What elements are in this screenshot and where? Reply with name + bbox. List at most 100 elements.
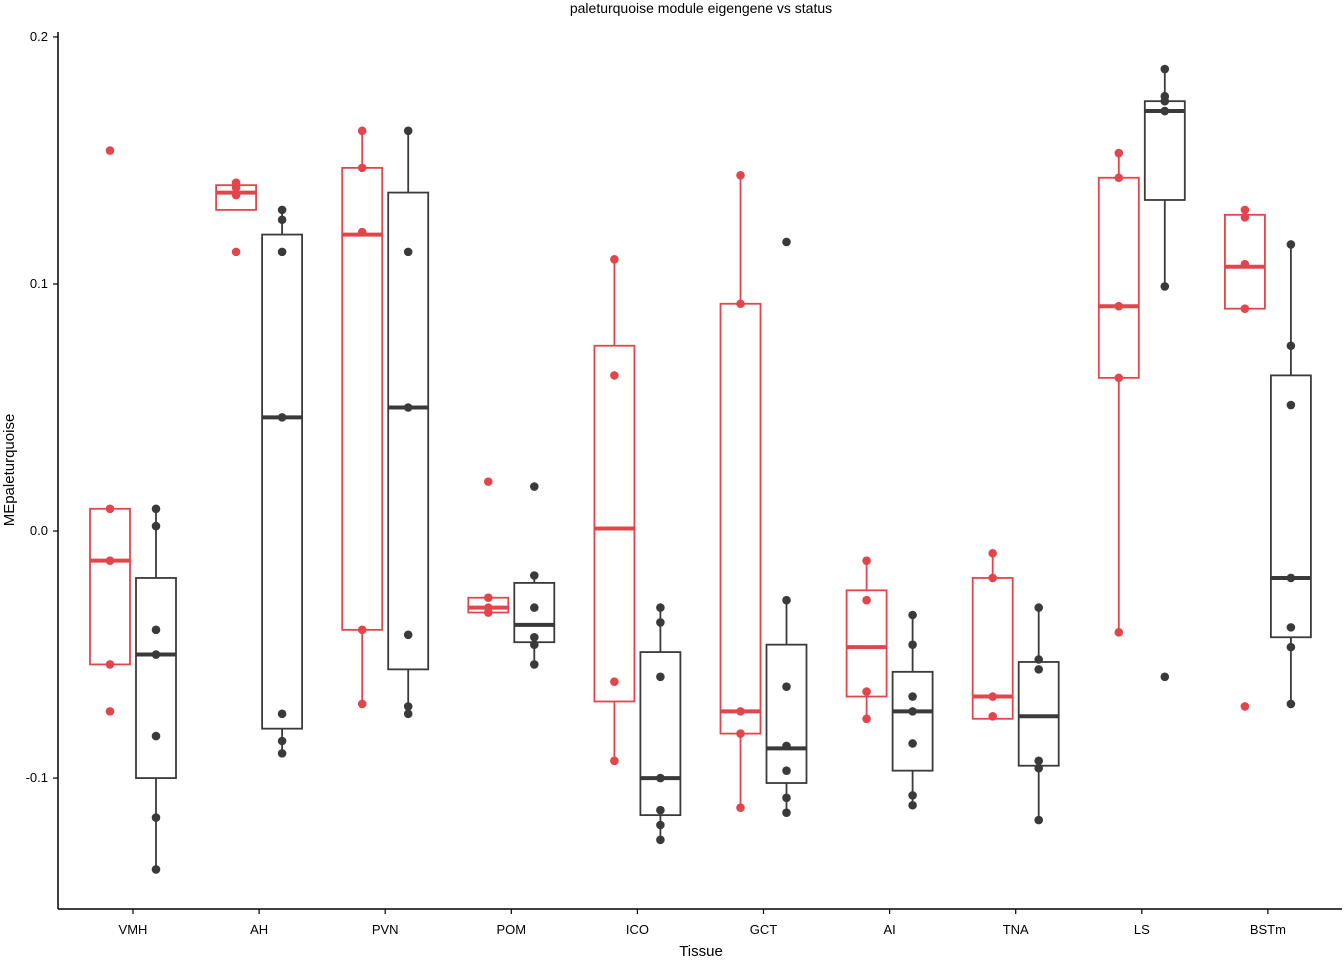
data-point (277, 205, 287, 215)
points (105, 64, 1296, 874)
box (1270, 374, 1312, 639)
data-point (151, 865, 161, 874)
data-point (484, 608, 493, 617)
data-point (1160, 64, 1170, 74)
y-tick-label: -0.1 (26, 770, 48, 785)
x-ticks: VMH AH PVN POM ICO GCT AI TNA LS BSTm (119, 909, 1286, 937)
data-point (403, 630, 413, 640)
data-point (530, 571, 539, 580)
data-point (105, 146, 115, 155)
data-point (782, 808, 791, 817)
data-point (656, 672, 665, 682)
data-point (908, 707, 917, 716)
data-point (908, 800, 917, 810)
x-tick-label: BSTm (1250, 922, 1286, 937)
data-point (484, 593, 493, 603)
box (845, 589, 888, 698)
data-point (151, 521, 161, 531)
data-point (782, 793, 791, 803)
data-point (277, 413, 287, 422)
data-point (530, 632, 539, 642)
data-point (862, 687, 871, 696)
data-point (277, 215, 287, 225)
data-point (1286, 642, 1296, 652)
data-point (988, 548, 997, 558)
data-point (988, 712, 997, 721)
data-point (151, 504, 161, 514)
x-tick-label: POM (496, 922, 526, 937)
data-point (610, 677, 619, 687)
data-point (782, 237, 791, 247)
data-point (736, 803, 745, 813)
data-point (610, 756, 619, 766)
box (261, 233, 304, 730)
data-point (908, 739, 917, 748)
box (387, 191, 430, 671)
data-point (1034, 655, 1043, 664)
data-point (1286, 341, 1296, 351)
data-point (1286, 699, 1296, 709)
data-point (782, 766, 791, 775)
data-point (656, 820, 665, 830)
box (89, 507, 131, 666)
x-tick-label: VMH (119, 922, 148, 937)
data-point (105, 504, 115, 514)
data-point (277, 709, 287, 719)
data-point (610, 254, 619, 264)
data-point (151, 813, 161, 822)
data-point (1114, 173, 1124, 183)
data-point (988, 692, 997, 701)
data-point (782, 741, 791, 751)
data-point (357, 227, 367, 237)
x-axis-title: Tissue (679, 943, 723, 960)
data-point (1114, 301, 1124, 311)
data-point (1160, 106, 1170, 116)
data-point (1286, 573, 1296, 583)
data-point (1160, 282, 1170, 291)
box (1017, 661, 1060, 767)
x-tick-label: TNA (1003, 922, 1029, 937)
data-point (1114, 373, 1124, 383)
box (1097, 176, 1140, 379)
data-point (357, 126, 367, 136)
data-point (151, 650, 161, 659)
data-point (277, 736, 287, 746)
data-point (277, 247, 287, 257)
data-point (656, 603, 665, 612)
data-point (403, 247, 413, 257)
data-point (1034, 756, 1043, 766)
data-point (484, 477, 493, 486)
data-point (231, 190, 241, 200)
data-point (151, 731, 161, 741)
data-point (403, 403, 413, 412)
data-point (782, 682, 791, 691)
box (341, 166, 384, 631)
data-point (656, 805, 665, 815)
data-point (530, 640, 539, 649)
y-tick-label: 0.1 (30, 276, 48, 291)
data-point (656, 773, 665, 783)
data-point (357, 163, 367, 173)
data-point (862, 714, 871, 724)
data-point (403, 126, 413, 136)
data-point (357, 699, 367, 709)
data-point (1240, 304, 1250, 313)
box (639, 651, 682, 817)
data-point (1286, 623, 1296, 632)
data-point (862, 556, 871, 565)
data-point (908, 640, 917, 649)
x-tick-label: ICO (626, 922, 649, 937)
data-point (782, 595, 791, 605)
data-point (1160, 96, 1170, 106)
data-point (530, 482, 539, 491)
box (593, 344, 636, 703)
data-point (231, 183, 241, 192)
y-ticks: -0.1 0.0 0.1 0.2 (26, 29, 58, 785)
data-point (736, 170, 745, 180)
data-point (105, 556, 115, 565)
data-point (1240, 212, 1250, 222)
data-point (1286, 240, 1296, 249)
data-point (403, 702, 413, 711)
